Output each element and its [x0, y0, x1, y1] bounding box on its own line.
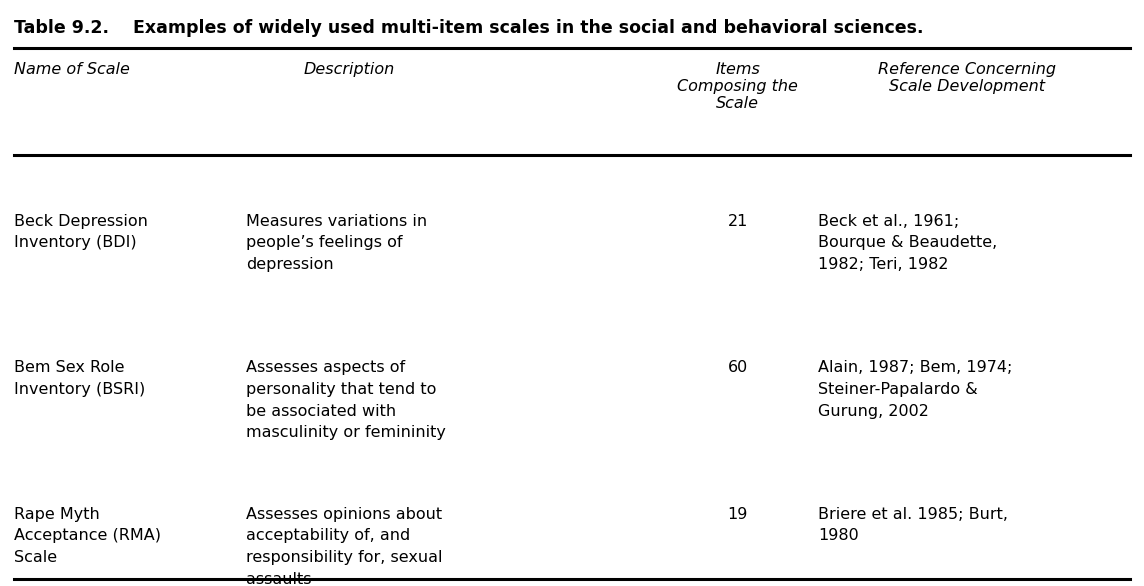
Text: Table 9.2.    Examples of widely used multi-item scales in the social and behavi: Table 9.2. Examples of widely used multi…: [14, 19, 923, 37]
Text: Assesses opinions about
acceptability of, and
responsibility for, sexual
assault: Assesses opinions about acceptability of…: [246, 507, 443, 586]
Text: Beck et al., 1961;
Bourque & Beaudette,
1982; Teri, 1982: Beck et al., 1961; Bourque & Beaudette, …: [818, 214, 998, 272]
Text: Assesses aspects of
personality that tend to
be associated with
masculinity or f: Assesses aspects of personality that ten…: [246, 360, 446, 440]
Text: Rape Myth
Acceptance (RMA)
Scale: Rape Myth Acceptance (RMA) Scale: [14, 507, 160, 565]
Text: Bem Sex Role
Inventory (BSRI): Bem Sex Role Inventory (BSRI): [14, 360, 145, 397]
Text: 19: 19: [728, 507, 748, 522]
Text: Reference Concerning
Scale Development: Reference Concerning Scale Development: [877, 62, 1056, 94]
Text: Description: Description: [303, 62, 395, 77]
Text: Alain, 1987; Bem, 1974;
Steiner-Papalardo &
Gurung, 2002: Alain, 1987; Bem, 1974; Steiner-Papalard…: [818, 360, 1012, 418]
Text: Briere et al. 1985; Burt,
1980: Briere et al. 1985; Burt, 1980: [818, 507, 1008, 543]
Text: Items
Composing the
Scale: Items Composing the Scale: [677, 62, 799, 111]
Text: Name of Scale: Name of Scale: [14, 62, 129, 77]
Text: 21: 21: [728, 214, 748, 229]
Text: Measures variations in
people’s feelings of
depression: Measures variations in people’s feelings…: [246, 214, 427, 272]
Text: Beck Depression
Inventory (BDI): Beck Depression Inventory (BDI): [14, 214, 148, 250]
Text: 60: 60: [728, 360, 748, 376]
